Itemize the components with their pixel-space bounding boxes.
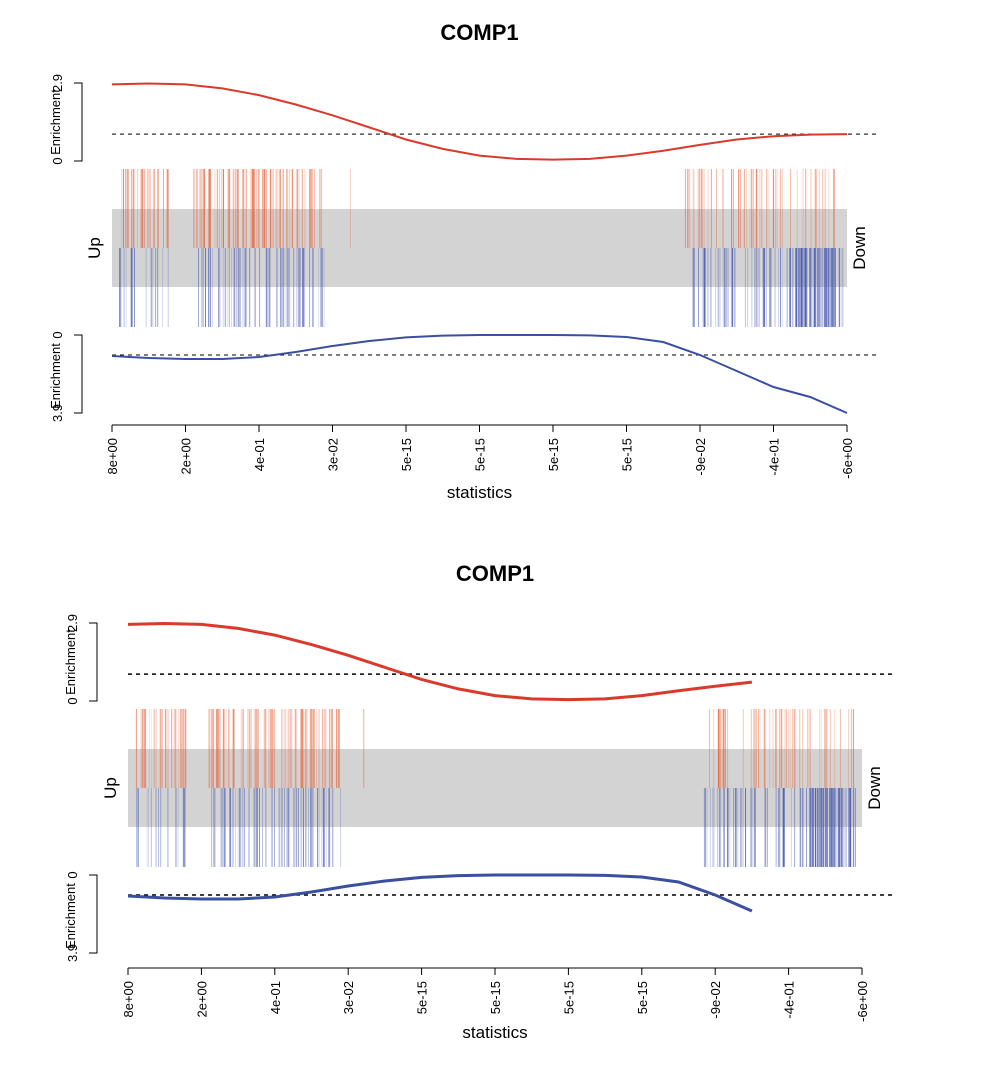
up-enrichment-line	[111, 82, 848, 161]
x-tick-label: 5e-15	[620, 438, 635, 471]
up-y-tick-label: 0	[50, 157, 65, 164]
down-y-tick-label: 3.9	[65, 944, 80, 962]
down-y-axis	[89, 874, 98, 954]
x-axis-label: statistics	[462, 1023, 527, 1042]
up-side-label: Up	[85, 237, 104, 259]
down-y-tick-label: 0	[50, 331, 65, 338]
down-y-axis-label: Enrichment	[63, 883, 78, 949]
x-tick-label: -6e+00	[840, 438, 855, 479]
x-tick-label: 8e+00	[121, 981, 136, 1018]
x-tick-label: -4e-01	[767, 438, 782, 476]
down-side-label: Down	[850, 226, 869, 269]
up-side-label: Up	[101, 777, 120, 799]
down-y-tick-label: 3.9	[50, 404, 65, 422]
x-tick-label: 5e-15	[399, 438, 414, 471]
up-y-tick-label: 0	[65, 697, 80, 704]
x-tick-label: -6e+00	[855, 981, 870, 1022]
down-y-axis-label: Enrichment	[48, 343, 63, 409]
down-y-tick-label: 0	[65, 871, 80, 878]
barcode-band	[128, 749, 862, 827]
x-tick-label: 5e-15	[488, 981, 503, 1014]
up-enrichment-line	[127, 622, 753, 702]
down-enrichment-line	[127, 873, 753, 913]
x-tick-label: 3e-02	[341, 981, 356, 1014]
x-tick-label: 5e-15	[415, 981, 430, 1014]
up-y-tick-label: 2.9	[65, 614, 80, 632]
x-tick-label: -9e-02	[693, 438, 708, 476]
x-axis-label: statistics	[447, 483, 512, 502]
up-y-axis-label: Enrichment	[48, 89, 63, 155]
x-tick-label: 2e+00	[179, 438, 194, 475]
x-tick-label: -4e-01	[782, 981, 797, 1019]
x-tick-label: 5e-15	[546, 438, 561, 471]
up-y-tick-label: 2.9	[50, 74, 65, 92]
x-tick-label: 5e-15	[561, 981, 576, 1014]
up-y-axis	[74, 82, 83, 162]
x-tick-label: 2e+00	[194, 981, 209, 1018]
up-y-axis-label: Enrichment	[63, 629, 78, 695]
x-tick-label: 5e-15	[473, 438, 488, 471]
x-tick-label: -9e-02	[708, 981, 723, 1019]
x-tick-label: 4e-01	[268, 981, 283, 1014]
chart-title: COMP1	[440, 20, 518, 45]
x-tick-label: 5e-15	[635, 981, 650, 1014]
barcode-band	[112, 209, 847, 287]
down-enrichment-line	[111, 334, 848, 414]
x-tick-label: 8e+00	[105, 438, 120, 475]
down-side-label: Down	[865, 766, 884, 809]
x-tick-label: 3e-02	[326, 438, 341, 471]
x-tick-label: 4e-01	[252, 438, 267, 471]
up-y-axis	[89, 622, 98, 702]
down-y-axis	[74, 334, 83, 414]
chart-title: COMP1	[456, 561, 534, 586]
